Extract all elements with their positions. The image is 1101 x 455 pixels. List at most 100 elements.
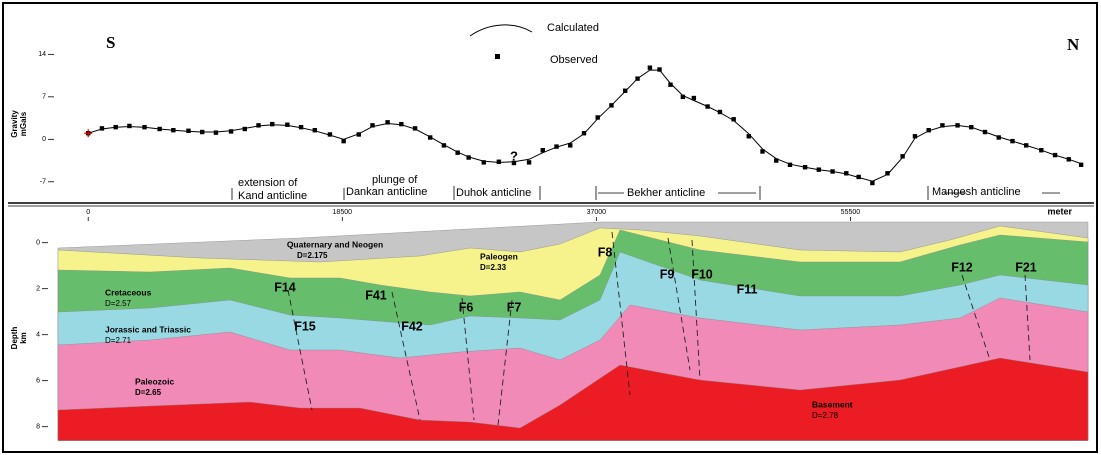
observed-point [370, 123, 375, 128]
fault-line [691, 239, 701, 381]
observed-point [186, 128, 191, 134]
observed-point [540, 148, 545, 153]
observed-point [1010, 138, 1015, 144]
structure-label: extension of [238, 177, 298, 189]
y-axis-label: km [19, 332, 28, 344]
observed-point [455, 150, 460, 155]
x-tick-label: 0 [86, 209, 90, 216]
observed-point [312, 128, 318, 133]
fault-label: F21 [1015, 260, 1037, 274]
observed-point [127, 123, 132, 129]
y-tick-label: 0 [36, 240, 40, 247]
y-tick-label: 7 [42, 94, 46, 101]
layer-density: D=2.78 [812, 411, 839, 420]
observed-point [285, 122, 290, 127]
layer-density: D=2.33 [480, 263, 507, 272]
observed-point [885, 171, 890, 176]
layer-density: D=2.57 [105, 299, 132, 308]
observed-point [982, 129, 988, 135]
fault-label: F10 [691, 267, 713, 281]
structure-label: plunge of [372, 174, 418, 186]
observed-point [996, 135, 1001, 140]
y-axis-label: Depth [10, 327, 19, 350]
observed-point [746, 134, 751, 139]
y-axis-label: Gravity [10, 110, 19, 138]
observed-point [581, 131, 587, 136]
observed-point [1078, 162, 1084, 167]
observed-point [171, 128, 176, 133]
legend-label: Observed [550, 54, 598, 66]
y-tick-label: 0 [42, 136, 46, 143]
observed-point [940, 123, 945, 128]
observed-point [200, 129, 205, 135]
observed-point [844, 171, 849, 176]
fault-label: F8 [598, 245, 613, 259]
fault-label: F11 [737, 282, 758, 296]
fault-label: F12 [951, 260, 973, 274]
structure-label: Mangesh anticline [932, 186, 1021, 198]
observed-point [511, 160, 517, 166]
rock-layer [57, 357, 1089, 441]
fault-line [961, 274, 991, 361]
side-label: N [1067, 35, 1080, 54]
fault-label: F41 [365, 288, 387, 302]
observed-point [705, 104, 710, 109]
observed-point [427, 135, 433, 140]
observed-point [327, 132, 333, 137]
structure-label: Duhok anticline [456, 187, 531, 199]
layer-name: Paleozoic [135, 376, 174, 386]
observed-point [356, 132, 361, 137]
observed-point [955, 123, 960, 128]
fault-lines [287, 231, 1031, 426]
observed-point [242, 126, 247, 132]
observed-point [969, 124, 974, 130]
y-tick-label: -7 [40, 179, 46, 186]
observed-point [900, 154, 905, 159]
observed-point [1039, 148, 1044, 153]
fault-line [611, 231, 631, 396]
structure-label: ? [510, 148, 518, 163]
observed-point [870, 180, 875, 186]
observed-point [412, 126, 418, 131]
observed-point [680, 94, 686, 100]
observed-point [385, 120, 390, 125]
star-marker [84, 129, 93, 138]
y-tick-label: 8 [36, 424, 40, 431]
observed-point [595, 115, 600, 120]
observed-point [856, 174, 861, 180]
observed-point [609, 103, 614, 108]
fault-line [391, 291, 421, 421]
observed-point [657, 67, 662, 72]
fault-line [497, 299, 513, 426]
x-axis-label: meter [1047, 206, 1072, 216]
legend-line [469, 24, 533, 37]
observed-point [213, 130, 219, 135]
structure-label: Dankan anticline [346, 186, 427, 198]
structure-label: Bekher anticline [627, 187, 705, 199]
observed-point [774, 158, 779, 163]
x-tick-label: 55500 [841, 209, 861, 216]
observed-point [816, 167, 822, 172]
side-label: S [106, 33, 115, 52]
y-tick-label: 4 [36, 332, 40, 339]
observed-point [1052, 152, 1058, 158]
observed-point [399, 121, 404, 127]
fault-label: F14 [274, 280, 296, 294]
fault-label: F7 [507, 300, 522, 314]
fault-label: F6 [459, 300, 474, 314]
observed-point [496, 159, 502, 164]
observed-point [787, 162, 793, 167]
layer-density: D=2.71 [105, 336, 132, 345]
observed-point [99, 126, 105, 131]
observed-point [691, 95, 697, 101]
layer-name: Quaternary and Neogen [287, 239, 383, 249]
observed-point [526, 160, 532, 165]
layer-density: D=2.65 [135, 388, 162, 397]
fault-line [287, 289, 313, 411]
structure-label: Kand anticline [238, 190, 307, 202]
x-tick-label: 37000 [587, 209, 607, 216]
observed-point [1066, 157, 1071, 162]
layer-name: Basement [812, 399, 853, 409]
fault-line [461, 297, 475, 421]
fault-line [1024, 274, 1031, 361]
